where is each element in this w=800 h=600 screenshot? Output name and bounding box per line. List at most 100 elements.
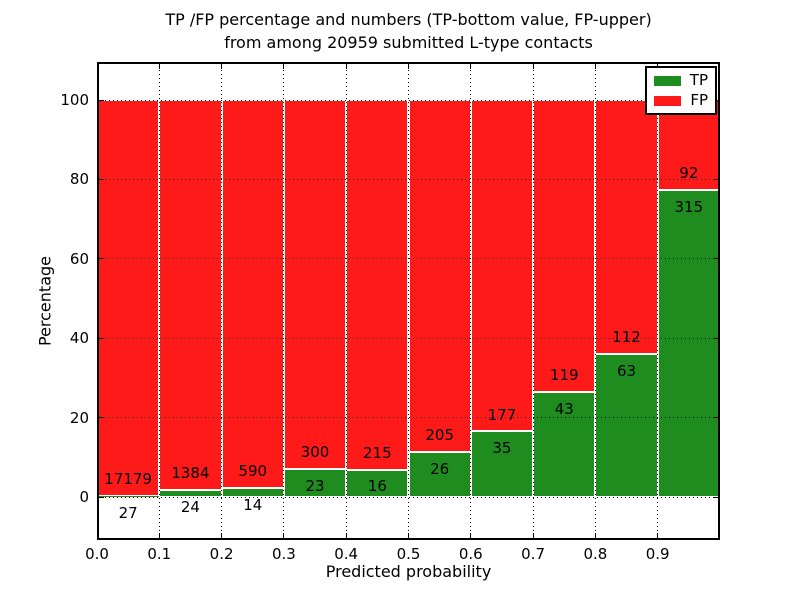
bar-fp-segment <box>533 100 596 392</box>
bar-fp-segment <box>470 100 534 432</box>
x-tick-mark <box>470 533 472 538</box>
x-tick-mark <box>657 533 659 538</box>
chart-title-line2: from among 20959 submitted L-type contac… <box>224 33 593 52</box>
chart-title: TP /FP percentage and numbers (TP-bottom… <box>97 8 720 54</box>
bar-tp-segment <box>595 354 658 497</box>
tp-count-label: 63 <box>616 362 637 381</box>
tp-count-label: 26 <box>430 460 450 479</box>
bar-tp-segment <box>470 431 534 497</box>
bar-fp-segment <box>346 100 409 470</box>
x-tick-mark <box>221 533 223 538</box>
tp-count-label: 14 <box>243 495 263 514</box>
fp-count-label: 1384 <box>171 464 210 483</box>
legend-label-fp: FP <box>690 91 708 109</box>
y-tick-label: 40 <box>69 329 89 348</box>
fp-count-label: 215 <box>363 443 392 462</box>
bar-fp-segment <box>408 100 471 453</box>
x-tick-mark <box>283 64 285 69</box>
x-tick-mark <box>532 533 534 538</box>
fp-count-label: 112 <box>612 328 641 347</box>
gridline-vertical <box>594 62 596 540</box>
fp-count-label: 205 <box>425 426 454 445</box>
x-tick-label: 0.9 <box>645 545 670 563</box>
y-tick-label: 0 <box>79 488 89 506</box>
bar-tp-segment <box>221 487 284 497</box>
x-tick-label: 0.2 <box>209 545 234 563</box>
y-tick-mark <box>99 99 104 101</box>
gridline-vertical <box>532 62 534 540</box>
fp-count-label: 177 <box>487 405 517 424</box>
x-tick-mark <box>221 64 223 69</box>
gridline-vertical <box>345 62 347 540</box>
x-tick-mark <box>96 533 98 538</box>
tp-count-label: 24 <box>180 498 200 517</box>
gridline-vertical <box>158 62 160 540</box>
legend: TP FP <box>645 66 717 115</box>
bar-tp-segment <box>657 189 720 497</box>
bar-tp-segment <box>408 452 471 497</box>
fp-count-label: 300 <box>300 442 330 461</box>
y-tick-mark <box>713 258 718 260</box>
legend-label-tp: TP <box>689 71 708 89</box>
y-tick-mark <box>99 417 104 419</box>
legend-row-fp: FP <box>654 91 708 109</box>
x-tick-mark <box>532 64 534 69</box>
x-tick-mark <box>408 64 409 69</box>
gridline-vertical <box>408 62 409 540</box>
y-tick-mark <box>713 178 718 180</box>
fp-count-label: 92 <box>679 163 699 182</box>
y-tick-label: 80 <box>69 170 89 189</box>
tp-count-label: 27 <box>118 504 138 523</box>
bar-tp-segment <box>346 469 409 497</box>
plot-area: 17179 27 1384 24 590 14 300 23 215 16 205 26 177 35 11… <box>96 62 720 540</box>
tp-count-label: 315 <box>674 197 704 216</box>
y-tick-mark <box>99 178 104 180</box>
x-tick-label: 0.0 <box>85 545 109 563</box>
y-tick-mark <box>99 337 104 339</box>
fp-count-label: 590 <box>238 461 268 480</box>
x-tick-label: 0.7 <box>521 545 546 563</box>
x-tick-label: 0.5 <box>396 545 421 563</box>
fp-count-label: 119 <box>549 365 579 384</box>
legend-row-tp: TP <box>654 71 708 89</box>
y-tick-mark <box>713 496 718 498</box>
x-tick-label: 0.1 <box>147 545 172 563</box>
legend-swatch-fp <box>654 95 681 106</box>
x-tick-mark <box>594 64 596 69</box>
bar-fp-segment <box>595 100 658 355</box>
x-tick-label: 0.8 <box>583 545 608 563</box>
x-tick-label: 0.6 <box>458 545 483 563</box>
chart-title-line1: TP /FP percentage and numbers (TP-bottom… <box>165 10 652 29</box>
x-tick-mark <box>408 533 409 538</box>
gridline-vertical <box>657 62 659 540</box>
y-tick-label: 60 <box>69 249 89 268</box>
x-tick-mark <box>283 533 285 538</box>
x-tick-label: 0.4 <box>334 545 359 563</box>
x-tick-mark <box>158 533 160 538</box>
gridline-vertical <box>283 62 285 540</box>
legend-swatch-tp <box>654 75 681 86</box>
bar-tp-segment <box>283 468 347 497</box>
gridline-vertical <box>221 62 223 540</box>
x-tick-mark <box>345 533 347 538</box>
x-tick-mark <box>96 64 98 69</box>
bar-fp-segment <box>97 100 160 497</box>
x-axis-label: Predicted probability <box>325 562 492 581</box>
gridline-vertical <box>470 62 472 540</box>
x-tick-label: 0.3 <box>271 545 296 563</box>
y-tick-label: 20 <box>69 408 89 427</box>
bar-tp-segment <box>533 391 596 497</box>
tp-count-label: 43 <box>554 399 574 418</box>
y-tick-mark <box>99 496 104 498</box>
x-tick-mark <box>470 64 472 69</box>
tp-count-label: 16 <box>367 477 387 496</box>
bar-fp-segment <box>221 100 284 488</box>
bar-fp-segment <box>159 100 222 491</box>
tp-count-label: 35 <box>492 439 512 458</box>
y-tick-mark <box>99 258 104 260</box>
fp-count-label: 17179 <box>104 470 152 489</box>
bar-fp-segment <box>283 100 347 469</box>
x-tick-mark <box>345 64 347 69</box>
x-tick-mark <box>158 64 160 69</box>
